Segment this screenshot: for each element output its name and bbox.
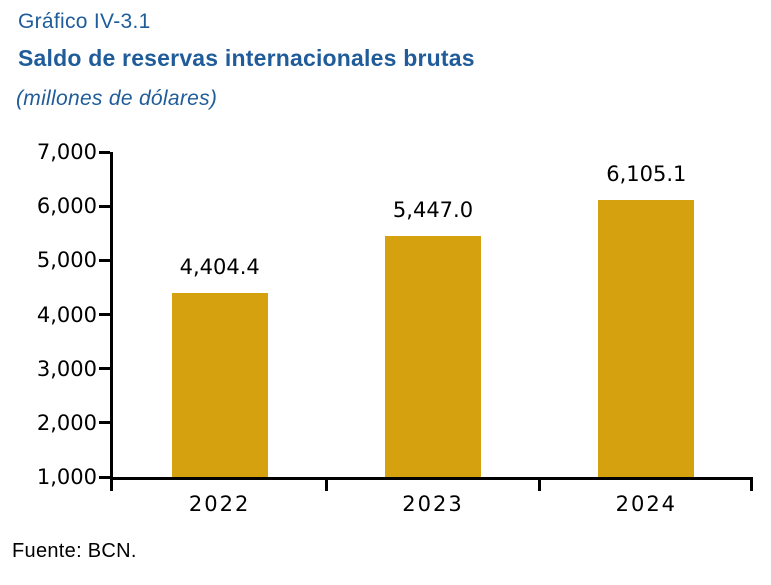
figure-subtitle: (millones de dólares) — [16, 87, 218, 110]
y-tick-mark — [99, 475, 110, 479]
figure-label: Gráfico IV-3.1 — [18, 10, 151, 33]
page-title: Saldo de reservas internacionales brutas — [18, 45, 475, 71]
bar-2022 — [171, 292, 268, 477]
y-tick-mark — [99, 150, 110, 154]
y-tick-mark — [99, 421, 110, 425]
bar-2023 — [385, 236, 481, 477]
x-tick-mark — [110, 477, 113, 491]
y-tick-label: 3,000 — [36, 356, 97, 381]
y-tick-label: 5,000 — [36, 248, 97, 273]
y-tick-label: 4,000 — [36, 302, 97, 327]
x-tick-label: 2023 — [402, 492, 464, 516]
x-tick-mark — [324, 477, 328, 491]
y-tick-mark — [99, 204, 110, 208]
y-tick-label: 1,000 — [36, 465, 97, 489]
y-tick-label: 7,000 — [36, 140, 97, 164]
bar-2024 — [598, 200, 695, 477]
x-tick-mark — [538, 477, 542, 491]
x-tick-mark — [750, 477, 753, 491]
source-note: Fuente: BCN. — [12, 540, 137, 562]
y-tick-mark — [99, 258, 110, 262]
bar-value-label: 5,447.0 — [392, 198, 474, 223]
x-tick-label: 2024 — [615, 492, 678, 516]
bar-value-label: 4,404.4 — [179, 254, 260, 279]
bar-value-label: 6,105.1 — [606, 162, 687, 187]
y-tick-mark — [99, 367, 110, 371]
y-tick-label: 6,000 — [36, 194, 97, 219]
y-tick-label: 2,000 — [36, 410, 97, 435]
plot-area: 1,000 2,000 3,000 4,000 5,000 6,000 7,000 4,404… — [37, 140, 753, 516]
y-tick-mark — [99, 313, 110, 316]
x-tick-label: 2022 — [188, 492, 251, 516]
